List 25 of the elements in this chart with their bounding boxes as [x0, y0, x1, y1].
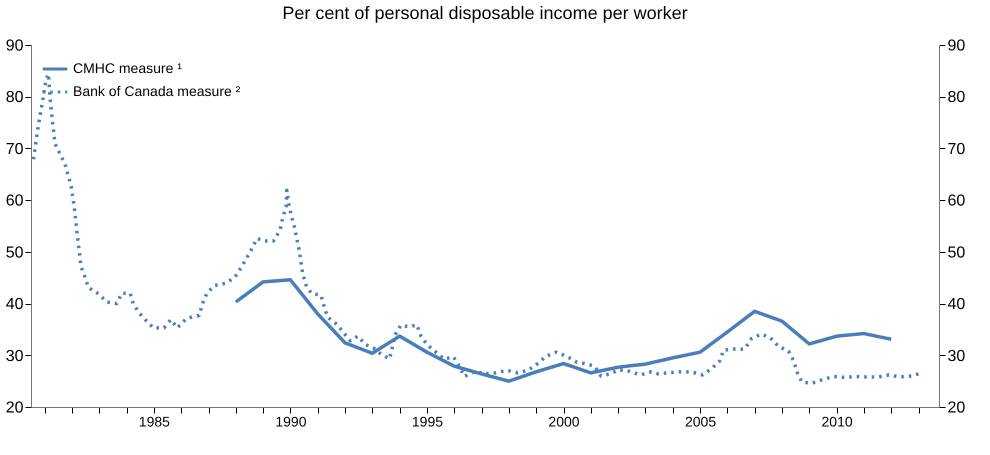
x-tick-label: 2010 — [822, 414, 853, 430]
y-tick-label: 50 — [6, 244, 24, 262]
x-tick-label: 1985 — [138, 414, 170, 430]
y-tick-label: 90 — [6, 38, 24, 54]
y2-tick-label: 50 — [948, 244, 966, 262]
legend-label: CMHC measure ¹ — [73, 60, 182, 76]
legend-label: Bank of Canada measure ² — [73, 83, 241, 99]
x-tick-label: 1995 — [412, 414, 444, 430]
x-tick-label: 2000 — [548, 414, 580, 430]
x-tick-label: 2005 — [684, 414, 716, 430]
y2-tick-label: 20 — [948, 400, 966, 416]
y2-tick-label: 70 — [948, 140, 966, 158]
y2-tick-label: 60 — [948, 192, 966, 210]
y-tick-label: 40 — [6, 296, 24, 314]
y2-tick-label: 40 — [948, 296, 966, 314]
y-tick-label: 20 — [6, 400, 24, 416]
y2-tick-label: 30 — [948, 348, 966, 365]
x-tick-label: 1990 — [275, 414, 307, 430]
y-tick-label: 60 — [6, 192, 24, 210]
y-tick-label: 70 — [6, 140, 24, 158]
y2-tick-label: 80 — [948, 89, 966, 106]
y-tick-label: 80 — [6, 89, 24, 106]
y-tick-label: 30 — [6, 348, 24, 365]
chart-title: Per cent of personal disposable income per worker — [282, 3, 688, 23]
y2-tick-label: 90 — [948, 38, 966, 54]
